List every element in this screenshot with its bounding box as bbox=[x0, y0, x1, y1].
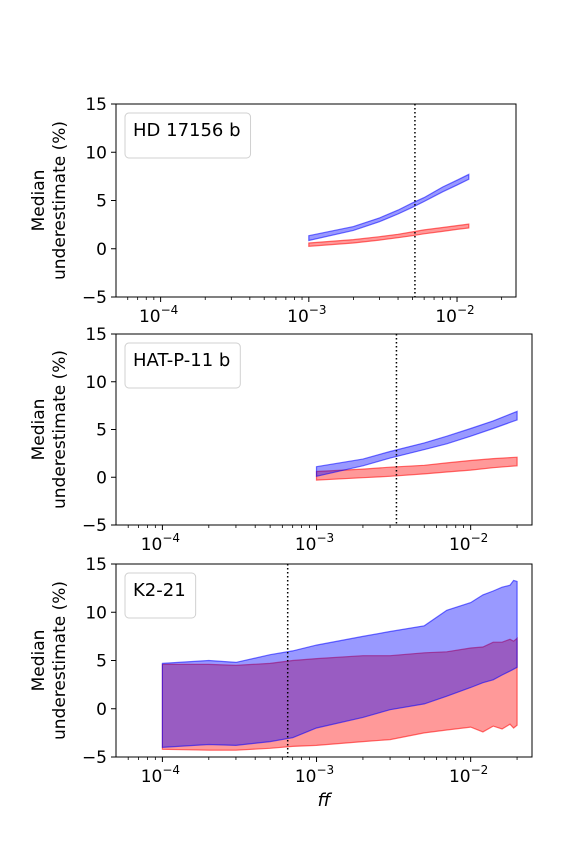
x-tick-label-1-0: 10−4 bbox=[139, 303, 178, 327]
band-red-1 bbox=[308, 223, 470, 247]
legend-label-1: HD 17156 b bbox=[133, 120, 241, 141]
x-tick-label-2-0: 10−4 bbox=[141, 531, 180, 555]
band-blue-3 bbox=[161, 579, 518, 749]
y-tick-label-3-2: 5 bbox=[96, 652, 107, 672]
legend-1: HD 17156 b bbox=[124, 112, 252, 159]
legend-box-1 bbox=[124, 112, 252, 159]
y-axis-label-1: Medianunderestimate (%) bbox=[29, 121, 70, 280]
band-red-2 bbox=[315, 456, 518, 481]
legend-2: HAT-P-11 b bbox=[124, 342, 241, 389]
y-axis-label-2: Medianunderestimate (%) bbox=[29, 350, 70, 509]
panel-3: −5 0 5 10 15 10−4 10−3 10−2 K2-21 Medianunderesti… bbox=[29, 555, 533, 811]
band-red-3 bbox=[161, 637, 518, 751]
y-tick-label-1-2: 5 bbox=[96, 192, 107, 212]
y-tick-label-3-0: −5 bbox=[82, 748, 107, 768]
y-tick-label-2-0: −5 bbox=[82, 516, 107, 536]
legend-3: K2-21 bbox=[124, 572, 197, 619]
y-tick-label-2-1: 0 bbox=[96, 468, 107, 488]
y-tick-label-3-1: 0 bbox=[96, 700, 107, 720]
legend-box-2 bbox=[124, 342, 241, 389]
legend-label-3: K2-21 bbox=[133, 580, 186, 601]
x-tick-label-3-2: 10−2 bbox=[449, 763, 488, 787]
y-tick-label-2-2: 5 bbox=[96, 421, 107, 441]
x-axis-label: ff bbox=[318, 790, 333, 811]
x-tick-label-1-1: 10−3 bbox=[287, 303, 326, 327]
y-axis-label-3: Medianunderestimate (%) bbox=[29, 581, 70, 740]
band-blue-2 bbox=[315, 410, 518, 478]
legend-box-3 bbox=[124, 572, 197, 619]
y-tick-label-1-4: 15 bbox=[85, 95, 107, 115]
y-tick-label-3-4: 15 bbox=[85, 555, 107, 575]
y-tick-label-1-3: 10 bbox=[85, 143, 107, 163]
x-tick-label-2-2: 10−2 bbox=[449, 531, 488, 555]
y-tick-label-2-3: 10 bbox=[85, 373, 107, 393]
y-tick-label-2-4: 15 bbox=[85, 325, 107, 345]
panel-2: −5 0 5 10 15 10−4 10−3 10−2 HAT-P-11 b Medianunde… bbox=[29, 325, 533, 555]
x-tick-label-1-2: 10−2 bbox=[435, 303, 474, 327]
legend-label-2: HAT-P-11 b bbox=[133, 350, 230, 371]
panel-1: −5 0 5 10 15 10−4 10−3 10−2 HD 17156 b Medianunde… bbox=[29, 95, 517, 327]
x-tick-label-3-1: 10−3 bbox=[295, 763, 334, 787]
x-tick-label-2-1: 10−3 bbox=[295, 531, 334, 555]
x-tick-label-3-0: 10−4 bbox=[141, 763, 180, 787]
y-tick-label-1-0: −5 bbox=[82, 288, 107, 308]
y-tick-label-3-3: 10 bbox=[85, 603, 107, 623]
y-tick-label-1-1: 0 bbox=[96, 240, 107, 260]
band-blue-1 bbox=[308, 173, 470, 242]
